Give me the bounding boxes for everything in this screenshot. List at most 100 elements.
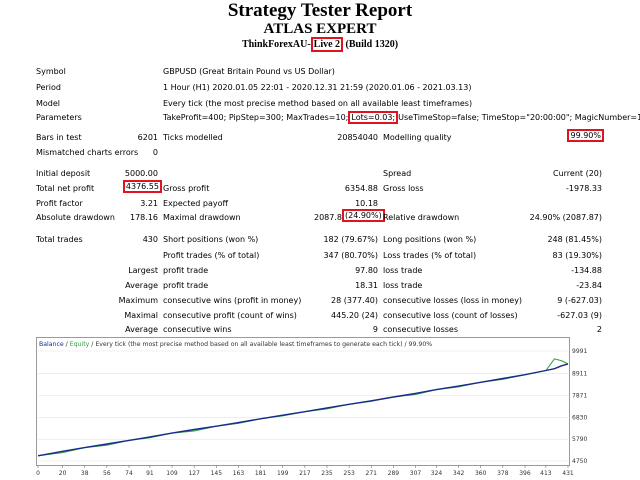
quality-value-box: 99.90% [560, 129, 604, 142]
netprofit-value: 4376.55 [122, 180, 162, 193]
pf-label: Profit factor [36, 199, 83, 208]
expert-name: ATLAS EXPERT [263, 21, 377, 37]
largest-loss-value: -134.88 [571, 266, 602, 275]
x-tick-label: 199 [277, 470, 289, 477]
long-value: 248 (81.45%) [547, 235, 602, 244]
x-tick-label: 324 [431, 470, 443, 477]
period-label: Period [36, 83, 61, 92]
payoff-label: Expected payoff [163, 199, 228, 208]
absdd-value: 178.16 [130, 213, 158, 222]
reldd-value: 24.90% (2087.87) [529, 213, 602, 222]
bars-value: 6201 [137, 133, 158, 142]
symbol-label: Symbol [36, 67, 66, 76]
ltrades-value: 83 (19.30%) [552, 251, 602, 260]
absdd-label: Absolute drawdown [36, 213, 115, 222]
x-tick-label: 289 [388, 470, 400, 477]
legend-balance: Balance [39, 341, 64, 348]
avg-consec-losses-label: consecutive losses [383, 325, 459, 334]
legend-description: / Every tick (the most precise method ba… [89, 341, 432, 348]
maximum-label: Maximum [118, 296, 158, 305]
deposit-value: 5000.00 [124, 169, 158, 178]
average-profit-label: profit trade [163, 281, 209, 290]
grossprofit-value: 6354.88 [344, 184, 378, 193]
maxdd-value: 2087.8 [314, 213, 342, 222]
max-consec-profit-value: 445.20 (24) [331, 311, 378, 320]
ptrades-value: 347 (80.70%) [323, 251, 378, 260]
max-consec-losses-value: 9 (-627.03) [557, 296, 602, 305]
y-tick-label: 6830 [572, 414, 587, 421]
y-tick-label: 8911 [572, 371, 587, 378]
netprofit-box: 4376.55 [110, 180, 162, 193]
quality-label: Modelling quality [383, 133, 452, 142]
x-tick-label: 217 [299, 470, 311, 477]
server-live-highlight: Live 2 [310, 37, 344, 52]
largest-label: Largest [128, 266, 158, 275]
params-part-b: UseTimeStop=false; TimeStop="20:00:00"; … [398, 113, 640, 122]
x-tick-label: 271 [366, 470, 378, 477]
x-tick-label: 360 [475, 470, 487, 477]
x-tick-label: 20 [59, 470, 67, 477]
max-consec-losses-label: consecutive losses (loss in money) [383, 296, 523, 305]
mismatch-label: Mismatched charts errors [36, 148, 139, 157]
parameters-value: TakeProfit=400; PipStep=300; MaxTrades=1… [163, 111, 640, 124]
x-tick-label: 235 [321, 470, 333, 477]
bars-label: Bars in test [36, 133, 82, 142]
chart-series [37, 358, 569, 457]
build-info: (Build 1320) [343, 39, 399, 50]
quality-value: 99.90% [567, 129, 604, 142]
maxdd-pct: (24.90%) [342, 209, 385, 222]
x-tick-label: 342 [453, 470, 465, 477]
short-label: Short positions (won %) [163, 235, 259, 244]
report-title: Strategy Tester Report [227, 0, 413, 21]
grossloss-label: Gross loss [383, 184, 424, 193]
payoff-value: 10.18 [355, 199, 378, 208]
y-tick-label: 7871 [572, 392, 587, 399]
short-value: 182 (79.67%) [323, 235, 378, 244]
avg-consec-wins-value: 9 [372, 325, 378, 334]
largest-profit-value: 97.80 [355, 266, 378, 275]
parameters-label: Parameters [36, 113, 82, 122]
legend-equity: Equity [70, 341, 90, 348]
grossprofit-label: Gross profit [163, 184, 210, 193]
max-consec-loss-value: -627.03 (9) [557, 311, 602, 320]
x-tick-label: 413 [540, 470, 552, 477]
x-tick-label: 307 [410, 470, 422, 477]
x-tick-label: 38 [81, 470, 89, 477]
model-value: Every tick (the most precise method base… [163, 99, 473, 108]
ticks-label: Ticks modelled [163, 133, 223, 142]
trades-value: 430 [142, 235, 158, 244]
chart-grid [38, 350, 568, 462]
y-tick-label: 5790 [572, 436, 587, 443]
long-label: Long positions (won %) [383, 235, 477, 244]
netprofit-label: Total net profit [36, 184, 95, 193]
largest-profit-label: profit trade [163, 266, 209, 275]
x-tick-label: 0 [36, 470, 40, 477]
chart-legend: Balance / Equity / Every tick (the most … [39, 341, 432, 348]
grossloss-value: -1978.33 [566, 184, 602, 193]
avg-consec-losses-value: 2 [596, 325, 602, 334]
x-tick-label: 109 [166, 470, 178, 477]
balance-equity-chart: Balance / Equity / Every tick (the most … [36, 337, 587, 477]
average-profit-value: 18.31 [355, 281, 378, 290]
mismatch-value: 0 [152, 148, 158, 157]
average-loss-label: loss trade [383, 281, 423, 290]
x-tick-label: 145 [211, 470, 223, 477]
x-tick-label: 91 [146, 470, 154, 477]
x-tick-label: 163 [233, 470, 245, 477]
x-tick-label: 181 [255, 470, 267, 477]
plot-area [36, 337, 570, 466]
y-axis-ticks: 9991 8911 7871 6830 5790 4750 [572, 348, 587, 465]
max-consec-loss-label: consecutive loss (count of losses) [383, 311, 518, 320]
reldd-label: Relative drawdown [383, 213, 460, 222]
x-tick-label: 253 [343, 470, 355, 477]
deposit-label: Initial deposit [36, 169, 91, 178]
period-value: 1 Hour (H1) 2020.01.05 22:01 - 2020.12.3… [163, 83, 472, 92]
y-tick-label: 9991 [572, 348, 587, 355]
x-tick-label: 56 [103, 470, 111, 477]
pf-value: 3.21 [140, 199, 158, 208]
max-consec-wins-label: consecutive wins (profit in money) [163, 296, 302, 305]
server-build: ThinkForexAU- Live 2 (Build 1320) [0, 37, 640, 52]
server-prefix: ThinkForexAU- [241, 39, 311, 50]
legend-sep: / [64, 341, 70, 348]
average-label: Average [125, 281, 158, 290]
